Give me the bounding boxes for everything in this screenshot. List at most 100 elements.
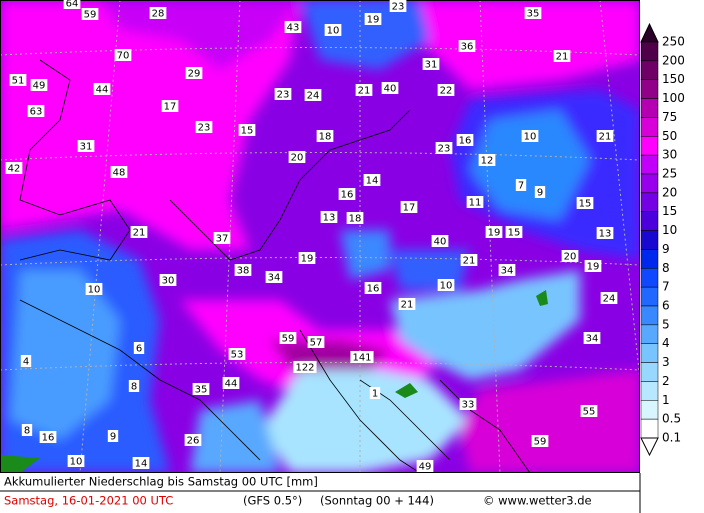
- precip-label: 23: [392, 2, 405, 13]
- label-box: [77, 140, 95, 152]
- precip-label: 6: [136, 344, 142, 355]
- legend-label: 2: [662, 374, 670, 388]
- label-box: [466, 196, 484, 208]
- precip-label: 42: [8, 164, 21, 175]
- label-box: [184, 434, 202, 446]
- legend-label: 4: [662, 336, 670, 350]
- label-box: [553, 50, 571, 62]
- legend-swatch: [640, 154, 659, 175]
- precip-label: 12: [481, 156, 494, 167]
- legend-swatch: [640, 41, 659, 62]
- precip-label: 15: [579, 199, 592, 210]
- precip-label: 43: [287, 23, 300, 34]
- label-box: [27, 105, 45, 117]
- legend-label: 10: [662, 223, 677, 237]
- precip-label: 23: [438, 144, 451, 155]
- precip-label: 44: [225, 379, 238, 390]
- precip-label: 11: [469, 198, 482, 209]
- label-box: [293, 361, 317, 373]
- label-box: [265, 271, 283, 283]
- legend-label: 75: [662, 110, 677, 124]
- precip-label: 34: [501, 266, 514, 277]
- label-box: [161, 100, 179, 112]
- precip-label: 57: [310, 338, 323, 349]
- legend-label: 250: [662, 35, 685, 49]
- precip-label: 1: [372, 389, 378, 400]
- legend-swatch: [640, 230, 659, 250]
- label-box: [195, 121, 213, 133]
- precip-label: 15: [508, 228, 521, 239]
- label-box: [437, 279, 455, 291]
- label-box: [213, 232, 231, 244]
- label-box: [192, 383, 210, 395]
- legend-label: 150: [662, 72, 685, 86]
- legend-swatch: [640, 173, 659, 194]
- precip-label: 36: [461, 42, 474, 53]
- legend-label: 8: [662, 261, 670, 275]
- label-box: [346, 212, 364, 224]
- footer-lead: (Sonntag 00 + 144): [320, 494, 434, 508]
- legend-arrow-top: [640, 22, 659, 43]
- label-box: [364, 282, 382, 294]
- label-box: [324, 24, 342, 36]
- legend-swatch: [640, 136, 659, 156]
- label-box: [67, 455, 85, 467]
- label-box: [133, 342, 145, 354]
- label-box: [580, 405, 598, 417]
- label-box: [128, 380, 140, 392]
- label-box: [350, 351, 374, 363]
- label-box: [459, 398, 477, 410]
- legend-swatch: [640, 305, 659, 326]
- precip-label: 40: [384, 84, 397, 95]
- precip-label: 34: [268, 273, 281, 284]
- precip-label: 19: [367, 15, 380, 26]
- precip-label: 21: [463, 256, 476, 267]
- legend-label: 30: [662, 148, 677, 162]
- label-box: [114, 49, 132, 61]
- precip-label: 59: [282, 334, 295, 345]
- label-box: [338, 188, 356, 200]
- precip-label: 16: [341, 190, 354, 201]
- precip-label: 141: [352, 353, 371, 364]
- legend-label: 1: [662, 393, 670, 407]
- footer-source: © www.wetter3.de: [483, 494, 592, 508]
- label-box: [234, 264, 252, 276]
- label-box: [110, 166, 128, 178]
- legend-swatch: [640, 249, 659, 269]
- label-box: [524, 7, 542, 19]
- label-box: [369, 387, 381, 399]
- legend-swatch: [640, 268, 659, 288]
- label-box: [478, 154, 496, 166]
- precip-label: 37: [216, 234, 229, 245]
- label-box: [284, 21, 302, 33]
- label-box: [316, 130, 334, 142]
- label-box: [389, 0, 407, 12]
- precip-label: 9: [110, 432, 116, 443]
- label-box: [107, 430, 119, 442]
- precip-label: 70: [117, 51, 130, 62]
- precip-label: 10: [327, 26, 340, 37]
- label-box: [21, 424, 33, 436]
- footer-run: Samstag, 16-01-2021 00 UTC: [4, 494, 173, 508]
- precip-label: 21: [133, 228, 146, 239]
- label-box: [238, 124, 256, 136]
- label-box: [81, 8, 99, 20]
- legend-swatch: [640, 79, 659, 99]
- precip-label: 10: [88, 285, 101, 296]
- precip-label: 31: [80, 142, 93, 153]
- precip-label: 23: [198, 123, 211, 134]
- precip-label: 35: [195, 385, 208, 396]
- legend-label: 20: [662, 185, 677, 199]
- label-box: [460, 254, 478, 266]
- legend-label: 100: [662, 91, 685, 105]
- precip-label: 35: [527, 9, 540, 20]
- label-box: [93, 83, 111, 95]
- precip-label: 16: [367, 284, 380, 295]
- precip-field: [0, 0, 640, 473]
- precip-label: 21: [401, 300, 414, 311]
- land-patch: [395, 383, 418, 398]
- label-box: [132, 457, 150, 469]
- label-box: [5, 162, 23, 174]
- legend-swatch: [640, 211, 659, 231]
